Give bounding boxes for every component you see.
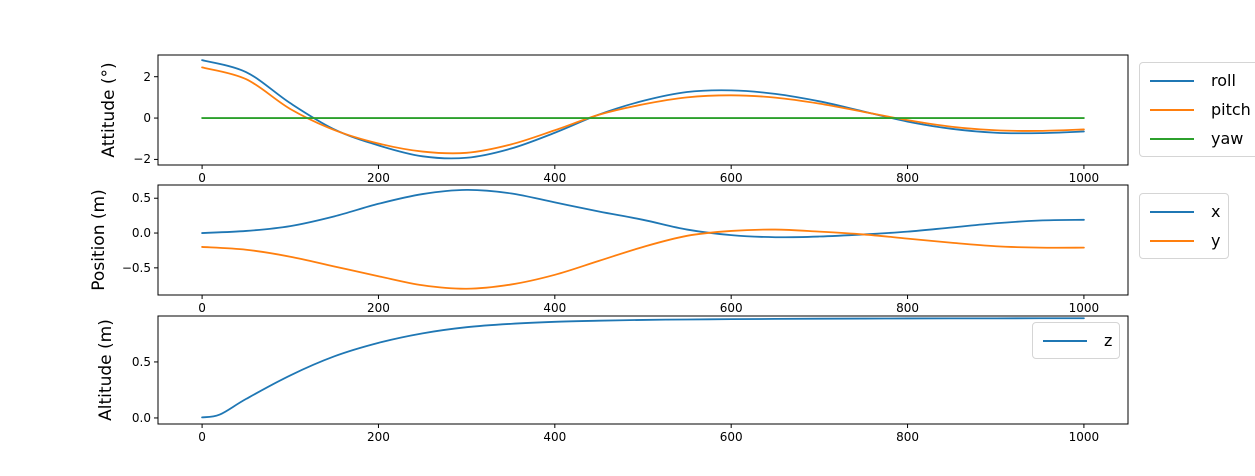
x-tick-label: 600 <box>719 430 743 444</box>
x-tick-label: 200 <box>367 301 390 315</box>
legend-attitude: roll pitch yaw <box>1139 62 1255 157</box>
y-tick-label: 0 <box>143 111 151 126</box>
legend-altitude: z <box>1032 322 1120 359</box>
legend-swatch-x <box>1150 210 1194 213</box>
series-line-roll <box>201 59 1085 160</box>
series-line-z <box>201 317 1085 419</box>
y-axis-label-position: Position (m) <box>89 189 109 291</box>
legend-label-pitch: pitch <box>1211 99 1251 119</box>
legend-label-y: y <box>1211 230 1221 250</box>
y-axis-label-altitude: Altitude (m) <box>96 319 116 421</box>
y-tick-label: 0.5 <box>131 354 151 369</box>
x-tick-label: 400 <box>543 301 567 315</box>
legend-swatch-yaw <box>1150 137 1194 140</box>
x-tick-label: 800 <box>896 171 919 185</box>
legend-item-roll: roll <box>1150 66 1255 95</box>
y-tick-label: 0.5 <box>131 191 151 206</box>
y-tick-label: 2 <box>143 69 151 84</box>
x-tick-label: 1000 <box>1068 301 1100 315</box>
series-line-y <box>201 228 1085 290</box>
legend-item-yaw: yaw <box>1150 124 1255 153</box>
legend-swatch-roll <box>1150 79 1194 82</box>
legend-swatch-y <box>1150 239 1194 242</box>
legend-swatch-pitch <box>1150 108 1194 111</box>
series-line-pitch <box>201 66 1085 155</box>
axes-frame-position <box>157 184 1129 296</box>
legend-label-roll: roll <box>1211 70 1236 90</box>
legend-item-pitch: pitch <box>1150 95 1255 124</box>
series-line-x <box>201 188 1085 239</box>
x-tick-label: 1000 <box>1068 171 1100 185</box>
legend-label-yaw: yaw <box>1211 128 1244 148</box>
x-tick-label: 800 <box>896 301 919 315</box>
x-tick-label: 1000 <box>1068 430 1100 444</box>
y-tick-label: −0.5 <box>121 260 151 275</box>
x-tick-label: 800 <box>896 430 919 444</box>
legend-label-x: x <box>1211 201 1221 221</box>
y-tick-label: 0.0 <box>131 410 151 425</box>
x-tick-label: 0 <box>198 430 206 444</box>
x-tick-label: 0 <box>198 301 206 315</box>
x-tick-label: 600 <box>719 171 743 185</box>
x-tick-label: 200 <box>367 430 390 444</box>
legend-label-z: z <box>1104 330 1113 350</box>
legend-item-x: x <box>1150 197 1221 226</box>
x-tick-label: 0 <box>198 171 206 185</box>
y-tick-label: 0.0 <box>131 226 151 241</box>
x-tick-label: 400 <box>543 171 567 185</box>
x-tick-label: 600 <box>719 301 743 315</box>
axes-frame-attitude <box>157 54 1129 166</box>
y-tick-label: −2 <box>133 152 151 167</box>
legend-item-z: z <box>1043 326 1113 355</box>
axes-frame-altitude <box>157 315 1129 425</box>
legend-item-y: y <box>1150 226 1221 255</box>
x-tick-label: 200 <box>367 171 390 185</box>
x-tick-label: 400 <box>543 430 567 444</box>
legend-swatch-z <box>1043 339 1087 342</box>
